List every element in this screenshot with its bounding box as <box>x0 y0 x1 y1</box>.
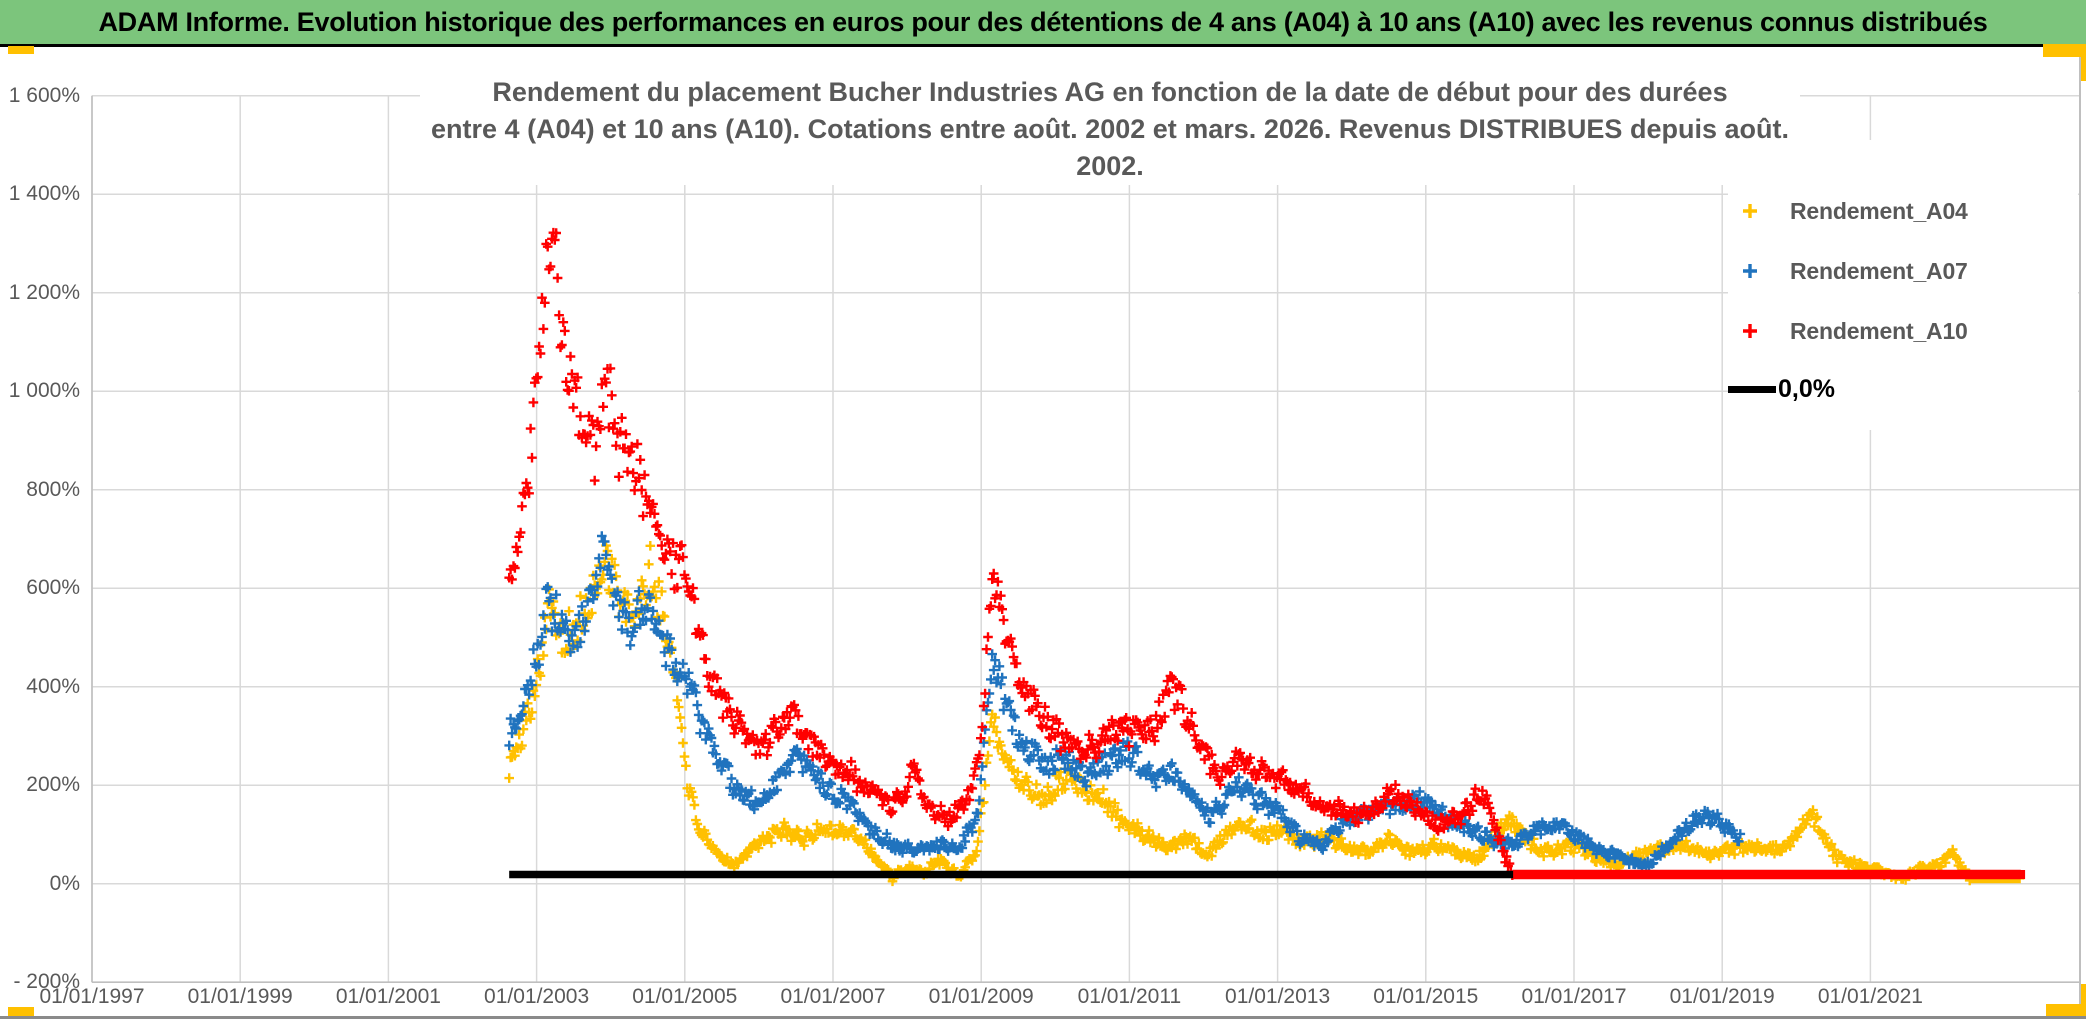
x-axis-tick-label: 01/01/2001 <box>335 985 441 1008</box>
y-axis-tick-label: 1 600% <box>8 83 80 107</box>
sheet-column-edge <box>2079 57 2081 1007</box>
plus-marker-icon <box>1728 258 1772 284</box>
sheet-accent-right-bottom <box>2081 984 2086 1014</box>
sheet-bottom-edge <box>0 1016 2086 1019</box>
y-axis-tick-label: 0% <box>49 871 80 895</box>
y-axis-tick-label: 1 200% <box>8 280 80 304</box>
banner-title: ADAM Informe. Evolution historique des p… <box>98 6 1988 37</box>
y-axis-tick-label: 200% <box>26 773 80 797</box>
chart-title: Rendement du placement Bucher Industries… <box>420 74 1800 185</box>
sheet-accent-top-right <box>2043 44 2086 57</box>
legend-item-rendement-a04[interactable]: Rendement_A04 <box>1728 194 1968 228</box>
x-axis-tick-label: 01/01/2009 <box>928 985 1034 1008</box>
y-axis-tick-label: 800% <box>26 477 80 501</box>
x-axis-tick-label: 01/01/2003 <box>484 985 590 1008</box>
series-rendement_a07 <box>504 531 1746 873</box>
y-axis-tick-label: - 200% <box>13 970 80 994</box>
y-axis-tick-label: 600% <box>26 576 80 600</box>
chart-title-line1: Rendement du placement Bucher Industries… <box>492 77 1728 107</box>
x-axis-tick-label: 01/01/2015 <box>1373 985 1479 1008</box>
plus-marker-icon <box>1728 198 1772 224</box>
x-axis-tick-label: 01/01/2019 <box>1669 985 1775 1008</box>
chart-title-line2: entre 4 (A04) et 10 ans (A10). Cotations… <box>431 114 1789 181</box>
legend-item-rendement-a10[interactable]: Rendement_A10 <box>1728 314 1968 348</box>
sheet-accent-top-left <box>8 46 34 54</box>
sheet-accent-bottom-right <box>2046 1004 2086 1016</box>
y-axis-tick-label: 400% <box>26 674 80 698</box>
x-axis-tick-label: 01/01/1997 <box>39 985 145 1008</box>
legend-item-zero-line[interactable]: 0,0% <box>1728 372 1835 406</box>
legend-label: Rendement_A07 <box>1790 257 1968 284</box>
chart-legend: Rendement_A04 Rendement_A07 Rendement_A1… <box>1728 140 2078 430</box>
plus-marker-icon <box>1728 318 1772 344</box>
x-axis-tick-label: 01/01/2007 <box>780 985 886 1008</box>
x-axis-tick-label: 01/01/2021 <box>1817 985 1923 1008</box>
sheet-accent-right-top <box>2081 57 2086 81</box>
legend-label: Rendement_A04 <box>1790 197 1968 224</box>
y-axis-tick-label: 1 000% <box>8 379 80 403</box>
x-axis-tick-label: 01/01/2013 <box>1225 985 1331 1008</box>
x-axis-tick-label: 01/01/1999 <box>187 985 293 1008</box>
sheet-accent-bottom-left <box>8 1007 34 1016</box>
header-banner: ADAM Informe. Evolution historique des p… <box>0 0 2086 47</box>
legend-label: 0,0% <box>1778 374 1835 403</box>
zero-line-icon <box>1728 385 1776 393</box>
x-axis-tick-label: 01/01/2005 <box>632 985 738 1008</box>
x-axis-tick-label: 01/01/2017 <box>1521 985 1627 1008</box>
y-axis-tick-label: 1 400% <box>8 182 80 206</box>
legend-label: Rendement_A10 <box>1790 317 1968 344</box>
legend-item-rendement-a07[interactable]: Rendement_A07 <box>1728 254 1968 288</box>
x-axis-tick-label: 01/01/2011 <box>1077 985 1182 1008</box>
